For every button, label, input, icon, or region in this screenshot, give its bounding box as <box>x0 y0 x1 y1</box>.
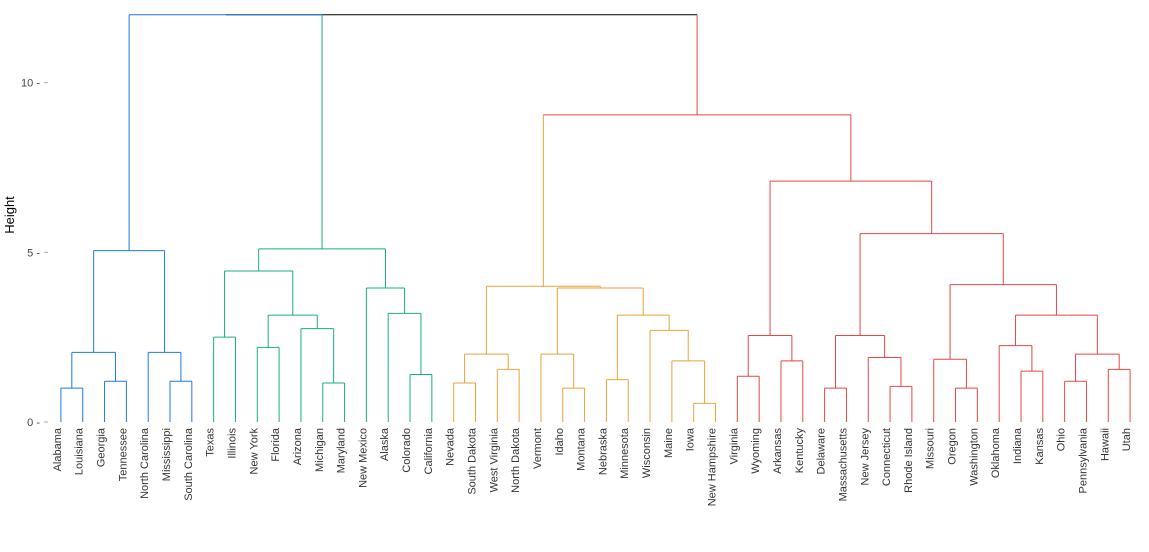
leaf-label: Montana <box>576 427 588 471</box>
leaf-label: Colorado <box>401 428 413 473</box>
leaf-label: Connecticut <box>881 428 893 486</box>
leaf-label: Rhode Island <box>903 428 915 493</box>
leaf-label: Mississippi <box>161 428 173 481</box>
leaf-label: North Dakota <box>510 427 522 493</box>
leaf-label: Tennessee <box>117 428 129 481</box>
leaf-label: Maryland <box>336 428 348 473</box>
leaf-label: Oklahoma <box>990 427 1002 478</box>
leaf-label: California <box>423 427 435 474</box>
leaf-label: Michigan <box>314 428 326 472</box>
leaf-label: Louisiana <box>74 427 86 475</box>
leaf-label: Oregon <box>947 428 959 465</box>
leaf-label: Wyoming <box>750 428 762 474</box>
leaf-label: New Hampshire <box>707 428 719 506</box>
leaf-label: Indiana <box>1012 427 1024 464</box>
leaf-label: Iowa <box>685 427 697 451</box>
leaf-label: West Virginia <box>488 427 500 492</box>
dendrogram-svg: 0 - 5 - 10 - Height Alabama Louisiana Georgia T… <box>0 0 1149 552</box>
leaf-label: Vermont <box>532 428 544 469</box>
leaf-label: Minnesota <box>619 427 631 479</box>
leaf-label: Florida <box>270 427 282 462</box>
leaf-label: Wisconsin <box>641 428 653 478</box>
leaf-label: Texas <box>205 428 217 457</box>
leaf-label: Massachusetts <box>837 428 849 502</box>
leaf-label: Alaska <box>379 427 391 461</box>
leaf-label: Georgia <box>96 427 108 467</box>
leaf-label: Idaho <box>554 428 566 456</box>
leaf-label: Maine <box>663 428 675 458</box>
y-axis-label: Height <box>2 196 17 234</box>
leaf-label: Hawaii <box>1099 428 1111 461</box>
leaf-label: Washington <box>968 428 980 486</box>
leaf-label: Pennsylvania <box>1077 427 1089 493</box>
leaf-label: Delaware <box>816 428 828 474</box>
axis-tick-label: 10 - <box>21 78 40 90</box>
leaf-label: Alabama <box>52 427 64 471</box>
leaf-label: Kentucky <box>794 428 806 474</box>
leaf-label: South Carolina <box>183 427 195 501</box>
leaf-label: Illinois <box>226 428 238 459</box>
axis-tick-label: 0 - <box>27 417 40 429</box>
leaf-label: Virginia <box>728 427 740 464</box>
leaf-label: New Mexico <box>357 428 369 488</box>
leaf-label: Arkansas <box>772 428 784 474</box>
leaf-label: New Jersey <box>859 428 871 486</box>
leaf-label: New York <box>248 428 260 475</box>
leaf-label: South Dakota <box>466 427 478 495</box>
leaf-label: Arizona <box>292 427 304 465</box>
leaf-label: Nevada <box>445 427 457 466</box>
leaf-label: Missouri <box>925 428 937 469</box>
leaf-label: Nebraska <box>597 427 609 475</box>
leaf-label: North Carolina <box>139 427 151 499</box>
dendrogram-chart: 0 - 5 - 10 - Height Alabama Louisiana Georgia T… <box>0 0 1149 552</box>
axis-tick-label: 5 - <box>27 247 40 259</box>
leaf-label: Utah <box>1121 428 1133 451</box>
leaf-label: Ohio <box>1056 428 1068 451</box>
leaf-label: Kansas <box>1034 428 1046 465</box>
